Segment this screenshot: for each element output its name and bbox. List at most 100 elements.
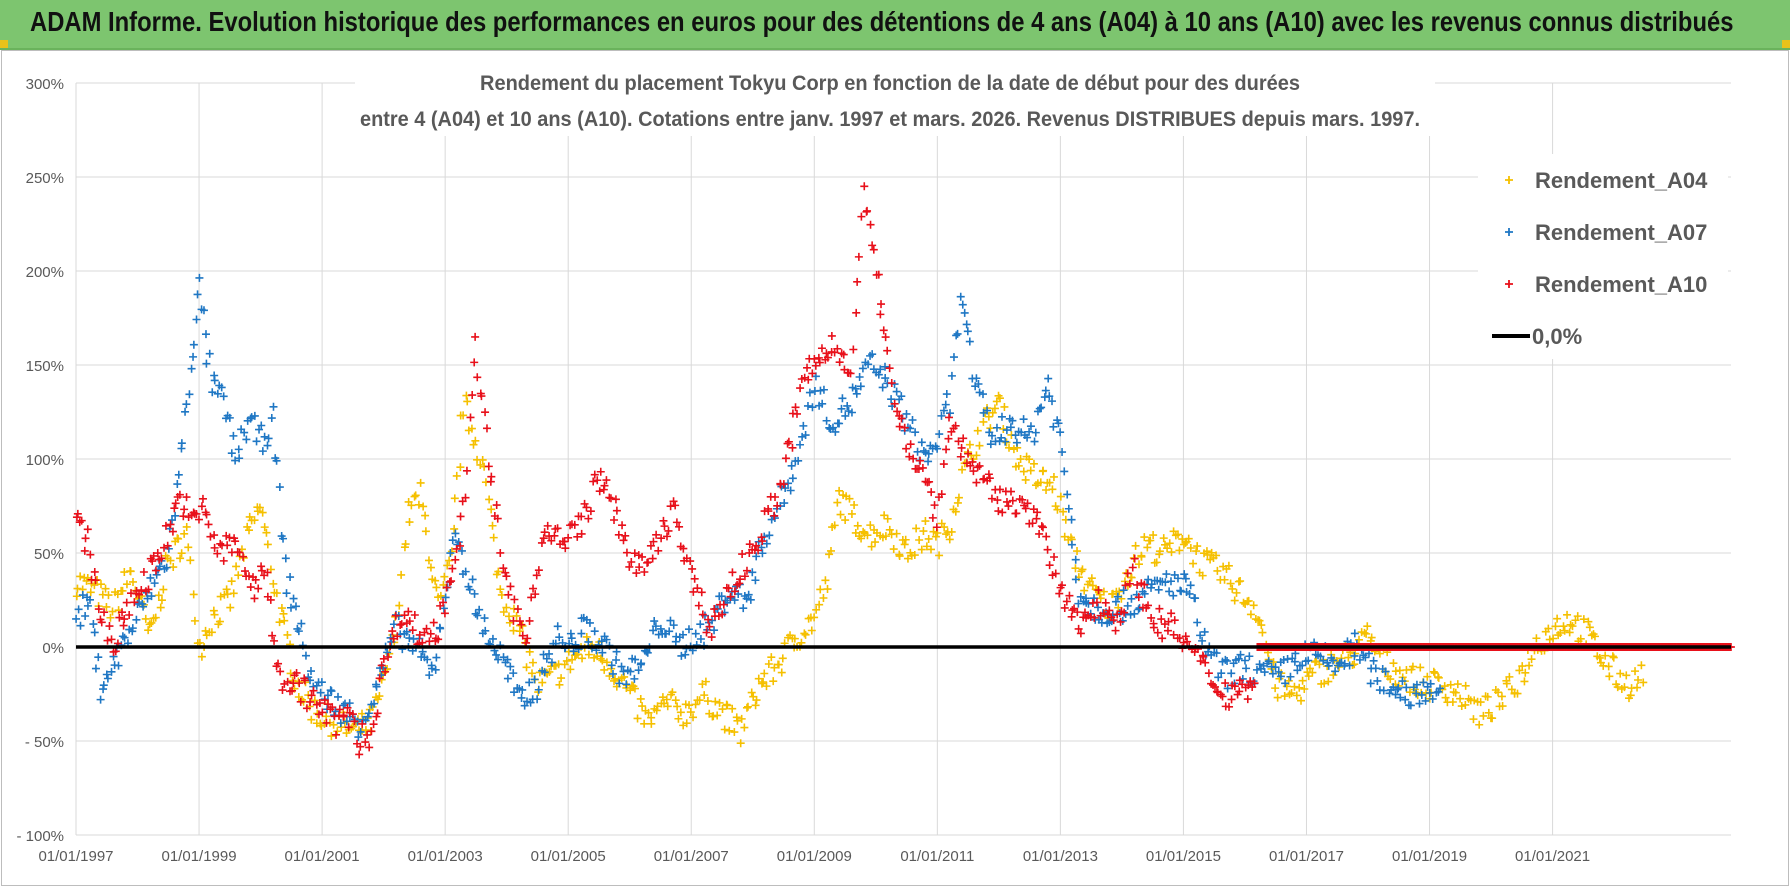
- a07-point: [788, 474, 797, 483]
- a07-point: [841, 411, 850, 420]
- a04-point: [229, 589, 238, 598]
- a04-point: [467, 424, 476, 433]
- a07-point: [1162, 570, 1171, 579]
- a04-point: [999, 424, 1008, 433]
- a07-point: [91, 664, 100, 673]
- a04-point: [250, 516, 259, 525]
- a10-point: [1227, 695, 1236, 704]
- a10-point: [91, 576, 100, 585]
- a10-point: [471, 332, 480, 341]
- a04-point: [1137, 552, 1146, 561]
- a07-point: [1023, 433, 1032, 442]
- a04-point: [471, 436, 480, 445]
- a07-point: [908, 415, 917, 424]
- a07-point: [617, 662, 626, 671]
- a10-point: [659, 516, 668, 525]
- a10-point: [231, 537, 240, 546]
- a07-point: [547, 658, 556, 667]
- a10-point: [397, 620, 406, 629]
- a07-point: [201, 330, 210, 339]
- a04-point: [557, 674, 566, 683]
- a10-point: [1199, 652, 1208, 661]
- a10-point: [100, 608, 109, 617]
- a07-point: [470, 589, 479, 598]
- a04-point: [159, 585, 168, 594]
- a04-point: [72, 592, 81, 601]
- a07-point: [118, 632, 127, 641]
- a10-point: [810, 354, 819, 363]
- a04-point: [764, 659, 773, 668]
- a10-point: [125, 610, 134, 619]
- a10-point: [1008, 496, 1017, 505]
- a07-point: [1181, 574, 1190, 583]
- a04-point: [1441, 693, 1450, 702]
- a04-point: [126, 567, 135, 576]
- a04-point: [190, 616, 199, 625]
- a07-point: [1071, 575, 1080, 584]
- a04-point: [975, 441, 984, 450]
- legend-label: Rendement_A04: [1535, 168, 1708, 193]
- a10-point: [1023, 499, 1032, 508]
- a10-point: [440, 609, 449, 618]
- a04-point: [1601, 651, 1610, 660]
- a10-point: [854, 252, 863, 261]
- a10-point: [296, 697, 305, 706]
- a04-point: [673, 702, 682, 711]
- a04-point: [1423, 672, 1432, 681]
- a04-point: [431, 576, 440, 585]
- a04-point: [723, 701, 732, 710]
- a10-point: [254, 584, 263, 593]
- a10-point: [972, 478, 981, 487]
- a04-point: [443, 561, 452, 570]
- a10-point: [202, 510, 211, 519]
- a07-point: [402, 627, 411, 636]
- a10-point: [161, 521, 170, 530]
- a04-point: [644, 708, 653, 717]
- a04-point: [821, 576, 830, 585]
- a07-point: [1040, 393, 1049, 402]
- a07-point: [887, 395, 896, 404]
- a04-point: [1149, 531, 1158, 540]
- a04-point: [954, 493, 963, 502]
- a07-point: [423, 655, 432, 664]
- a04-point: [1556, 628, 1565, 637]
- a10-point: [251, 575, 260, 584]
- a10-point: [506, 582, 515, 591]
- a07-point: [461, 567, 470, 576]
- a10-point: [909, 454, 918, 463]
- a04-point: [1532, 634, 1541, 643]
- a04-point: [1362, 629, 1371, 638]
- a07-point: [147, 592, 156, 601]
- a10-point: [742, 566, 751, 575]
- a07-point: [1060, 467, 1069, 476]
- a04-point: [736, 739, 745, 748]
- a04-point: [1324, 677, 1333, 686]
- a10-point: [573, 532, 582, 541]
- chart: - 100% - 50% 0% 50% 100% 150% 200% 250% 300% 01/…: [16, 56, 1735, 865]
- a07-point: [958, 300, 967, 309]
- a07-point: [1406, 701, 1415, 710]
- a04-point: [801, 630, 810, 639]
- a04-point: [494, 567, 503, 576]
- a07-point: [1398, 677, 1407, 686]
- a10-point: [666, 502, 675, 511]
- a04-point: [924, 534, 933, 543]
- a10-point: [160, 543, 169, 552]
- a07-point: [120, 633, 129, 642]
- a07-point: [1130, 609, 1139, 618]
- legend-item: Rendement_A10: [1505, 272, 1707, 297]
- a04-point: [1634, 675, 1643, 684]
- a07-point: [494, 655, 503, 664]
- a07-point: [139, 602, 148, 611]
- a07-point: [1369, 656, 1378, 665]
- a04-point: [1434, 673, 1443, 682]
- a07-point: [177, 439, 186, 448]
- a10-point: [1147, 613, 1156, 622]
- a07-point: [454, 538, 463, 547]
- a04-point: [452, 471, 461, 480]
- a10-point: [163, 541, 172, 550]
- a10-point: [1033, 508, 1042, 517]
- a07-point: [963, 327, 972, 336]
- a04-point: [578, 654, 587, 663]
- a10-point: [1042, 532, 1051, 541]
